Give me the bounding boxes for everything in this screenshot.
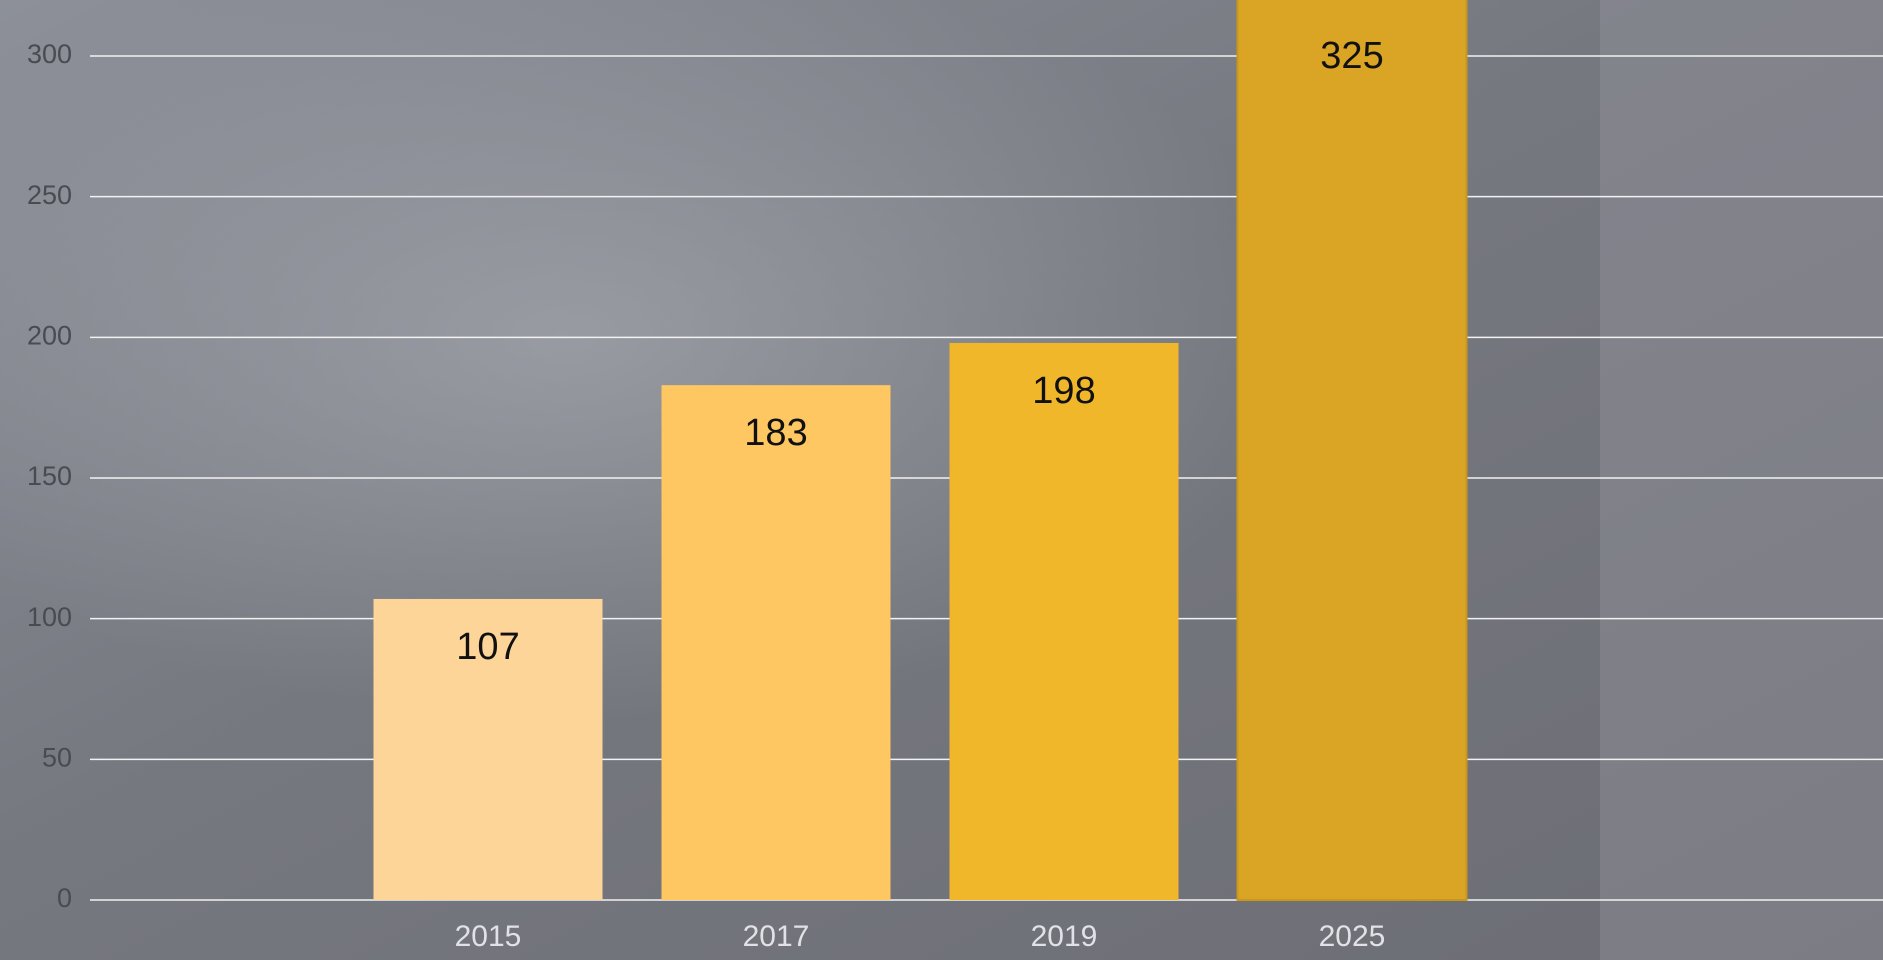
value-label: 107 (456, 626, 519, 668)
value-label: 325 (1320, 35, 1383, 77)
bar (373, 598, 603, 900)
x-tick-label: 2019 (1031, 920, 1098, 953)
value-label: 183 (744, 412, 807, 454)
bar (661, 385, 891, 900)
y-tick-label: 150 (27, 461, 72, 491)
y-tick-label: 300 (27, 39, 72, 69)
value-label: 198 (1032, 370, 1095, 412)
bar (1236, 0, 1468, 901)
y-tick-label: 100 (27, 602, 72, 632)
y-tick-label: 250 (27, 180, 72, 210)
background-shade (1600, 0, 1883, 960)
x-tick-label: 2025 (1319, 920, 1386, 953)
x-tick-label: 2015 (455, 920, 522, 953)
y-tick-label: 50 (42, 742, 72, 772)
y-tick-label: 200 (27, 320, 72, 350)
x-tick-label: 2017 (743, 920, 810, 953)
bar (949, 342, 1179, 901)
y-tick-label: 0 (57, 883, 72, 913)
